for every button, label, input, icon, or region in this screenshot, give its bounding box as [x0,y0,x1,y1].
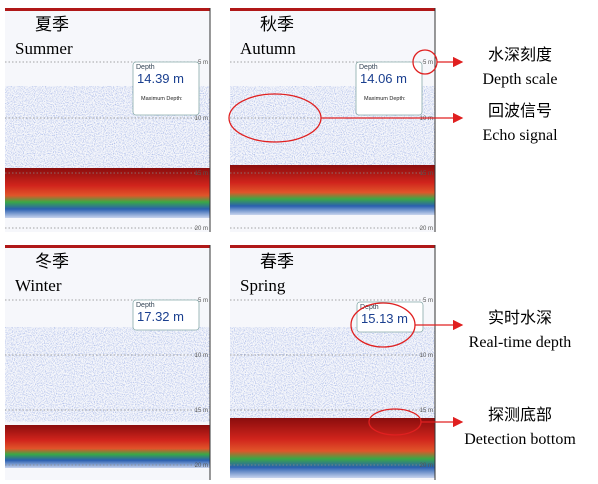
depth-scale-label: 10 m [420,353,433,359]
depth-scale-label: 15 m [195,171,208,177]
max-depth-label: Maximum Depth: [141,96,183,102]
depth-scale-label: 10 m [195,116,208,122]
season-en: Spring [240,276,286,295]
season-en: Summer [15,39,73,58]
depth-scale-label: 10 m [195,353,208,359]
seabed-echo [5,168,210,218]
surface-band [5,8,210,11]
surface-band [230,8,435,11]
season-zh: 夏季 [35,15,69,34]
season-en: Autumn [240,39,296,58]
echo-noise [5,327,210,421]
annotation-zh: 实时水深 [488,309,552,327]
seabed-echo [230,165,435,215]
annotation-en: Detection bottom [464,431,576,448]
depth-scale-label: 5 m [423,60,433,66]
seabed-echo [5,425,210,468]
depth-scale-label: 20 m [195,463,208,469]
depth-scale-label: 5 m [198,60,208,66]
depth-scale-label: 5 m [198,298,208,304]
annotation-zh: 回波信号 [488,102,552,120]
depth-scale-label: 15 m [420,171,433,177]
depth-label: Depth [136,302,155,309]
depth-scale-label: 10 m [420,116,433,122]
depth-scale-label: 20 m [420,226,433,232]
annotation-zh: 水深刻度 [488,46,552,64]
annotation-en: Depth scale [482,71,557,88]
depth-label: Depth [136,64,155,71]
depth-scale-label: 20 m [195,226,208,232]
annotation-zh: 探测底部 [488,406,552,424]
season-zh: 春季 [260,252,294,271]
depth-value: 15.13 m [361,311,408,326]
annotation-en: Real-time depth [469,334,572,351]
season-zh: 秋季 [260,15,294,34]
depth-label: Depth [359,64,378,71]
depth-value: 17.32 m [137,309,184,324]
surface-band [230,245,435,248]
depth-scale-label: 15 m [420,408,433,414]
depth-scale-label: 20 m [420,463,433,469]
depth-value: 14.06 m [360,71,407,86]
max-depth-label: Maximum Depth: [364,96,406,102]
season-zh: 冬季 [35,252,69,271]
seabed-echo [230,418,435,478]
depth-value: 14.39 m [137,71,184,86]
season-en: Winter [15,276,62,295]
depth-scale-label: 15 m [195,408,208,414]
figure: 5 m10 m15 m20 m夏季SummerDepth14.39 mMaxim… [0,0,598,484]
depth-scale-label: 5 m [423,298,433,304]
annotation-en: Echo signal [482,127,558,144]
surface-band [5,245,210,248]
